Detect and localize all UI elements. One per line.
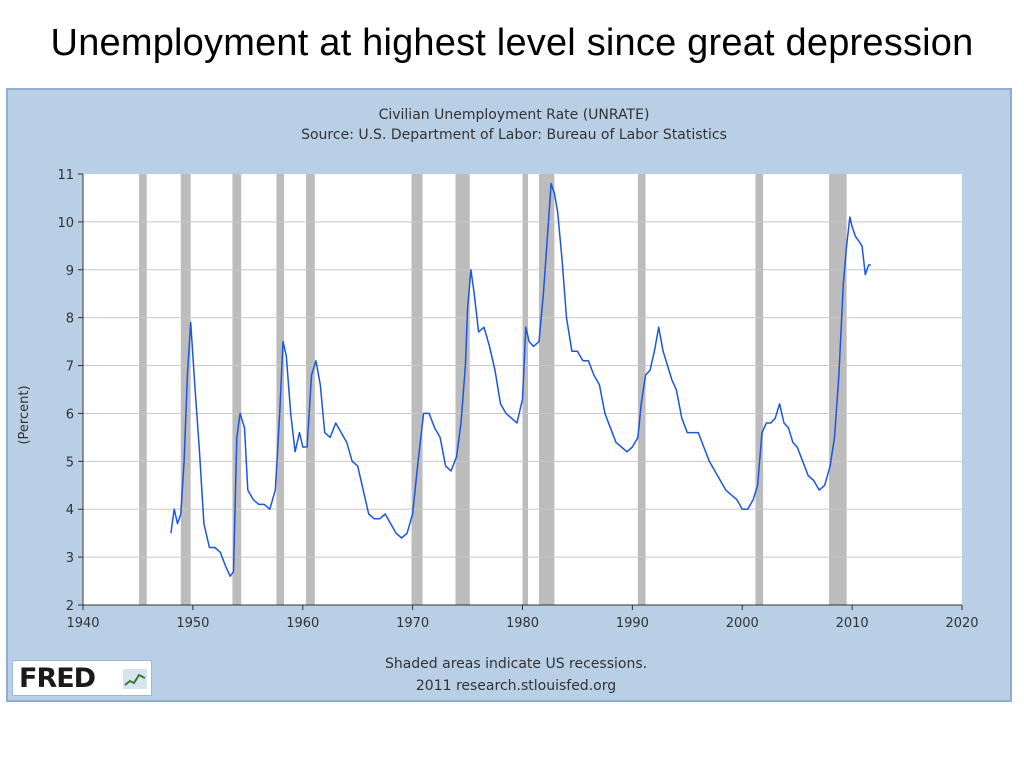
y-tick-label: 10 <box>57 216 74 231</box>
x-tick-label: 1970 <box>396 616 429 631</box>
slide-title: Unemployment at highest level since grea… <box>50 22 974 64</box>
recession-band <box>411 174 423 605</box>
grid-lines <box>83 221 962 558</box>
recession-band <box>522 174 528 605</box>
y-tick-label: 6 <box>66 407 74 422</box>
y-tick-label: 2 <box>66 599 74 614</box>
x-tick-label: 2000 <box>726 616 759 631</box>
x-tick-label: 1950 <box>176 616 209 631</box>
x-tick-label: 1940 <box>66 616 99 631</box>
recession-band <box>455 174 470 605</box>
x-tick-label: 2020 <box>945 616 978 631</box>
x-tick-label: 1960 <box>286 616 319 631</box>
recession-band <box>755 174 764 605</box>
fred-logo: FRED <box>12 660 152 696</box>
y-tick-label: 4 <box>66 503 74 518</box>
x-tick-label: 2010 <box>836 616 869 631</box>
recession-band <box>139 174 147 605</box>
y-tick-label: 7 <box>66 360 74 375</box>
y-tick-label: 8 <box>66 312 74 327</box>
recession-band <box>637 174 646 605</box>
chart-subtitle: Source: U.S. Department of Labor: Bureau… <box>301 127 727 143</box>
copyright-source: 2011 research.stlouisfed.org <box>416 678 616 694</box>
chart-title: Civilian Unemployment Rate (UNRATE) <box>379 107 650 123</box>
y-tick-label: 9 <box>66 264 74 279</box>
fred-logo-text: FRED <box>19 663 96 694</box>
recession-bands <box>139 174 847 605</box>
y-tick-label: 3 <box>66 551 74 566</box>
x-tick-label: 1980 <box>506 616 539 631</box>
y-axis-label: (Percent) <box>17 385 32 444</box>
x-tick-label: 1990 <box>616 616 649 631</box>
y-tick-label: 11 <box>57 168 74 183</box>
recession-band <box>232 174 242 605</box>
fred-graph-icon <box>123 669 147 689</box>
recession-note: Shaded areas indicate US recessions. <box>385 656 647 672</box>
recession-band <box>180 174 191 605</box>
axes: 1940 1950 1960 1970 1980 1990 2000 2010 2020 2 3 4 5… <box>57 168 978 631</box>
y-tick-label: 5 <box>66 455 74 470</box>
recession-band <box>538 174 555 605</box>
unrate-series-line <box>170 182 871 578</box>
